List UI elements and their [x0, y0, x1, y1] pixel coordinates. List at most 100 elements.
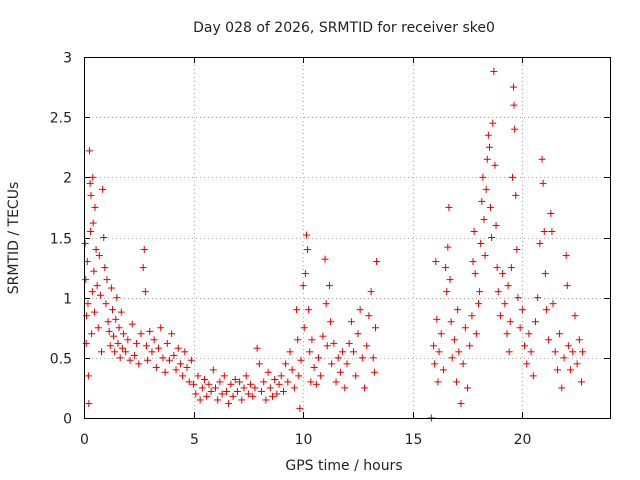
data-point [172, 366, 180, 374]
data-point [137, 330, 145, 338]
data-point [260, 378, 268, 386]
data-point [209, 366, 217, 374]
data-point [551, 348, 559, 356]
data-point [233, 388, 241, 396]
data-point [539, 179, 547, 187]
data-point [266, 384, 274, 392]
data-point [196, 396, 204, 404]
data-point [244, 390, 252, 398]
data-point [352, 372, 360, 380]
data-point [146, 327, 154, 335]
data-point [107, 284, 115, 292]
data-point [361, 384, 369, 392]
data-point [488, 234, 496, 241]
data-point [573, 360, 581, 368]
data-point [478, 197, 486, 205]
data-point [350, 348, 358, 356]
data-point [325, 282, 333, 290]
data-point [541, 270, 549, 278]
data-point [363, 342, 371, 350]
data-point [553, 366, 561, 374]
data-point [492, 221, 500, 229]
data-point [516, 324, 524, 332]
data-point [508, 173, 516, 181]
data-point [135, 360, 143, 368]
data-point [510, 83, 518, 91]
data-point [300, 324, 308, 332]
y-tick-label: 1 [63, 292, 72, 308]
data-point [469, 258, 477, 266]
data-point [545, 336, 553, 344]
data-point [567, 366, 575, 374]
data-point [139, 264, 147, 272]
data-point [181, 348, 189, 356]
data-point [106, 342, 114, 350]
data-point [104, 318, 112, 326]
data-point [86, 179, 94, 187]
data-point [476, 288, 484, 296]
data-point [264, 368, 272, 376]
axis-ticks: 0 0.5 1 1.5 2 2.5 3 0 5 10 15 20 [50, 51, 610, 448]
data-point [306, 348, 314, 356]
data-point [562, 252, 570, 260]
data-point [505, 348, 513, 356]
data-point [176, 360, 184, 368]
data-point [218, 390, 226, 398]
data-point [82, 339, 90, 347]
data-point [523, 360, 531, 368]
data-point [305, 306, 313, 314]
data-point [203, 392, 211, 400]
data-point [493, 264, 501, 272]
data-point [116, 354, 124, 362]
data-point [108, 306, 116, 314]
y-tick-label: 2.5 [50, 111, 72, 127]
data-point [290, 384, 298, 392]
data-point [84, 300, 92, 308]
x-axis-label: GPS time / hours [285, 458, 402, 474]
data-point [461, 324, 469, 332]
chart-title: Day 028 of 2026, SRMTID for receiver ske… [193, 20, 495, 36]
data-point [457, 400, 465, 408]
data-point [527, 348, 535, 356]
data-point [157, 324, 165, 332]
data-point [85, 400, 93, 408]
data-point [442, 264, 450, 272]
data-point [308, 336, 316, 344]
data-point [102, 300, 110, 308]
data-point [511, 125, 519, 133]
data-point [294, 336, 302, 344]
data-point [101, 264, 109, 272]
data-point [477, 240, 485, 248]
y-tick-label: 0 [63, 412, 72, 428]
data-point [297, 356, 305, 364]
data-point [212, 384, 219, 392]
data-point [87, 191, 95, 199]
data-point [443, 288, 451, 296]
data-point [369, 354, 377, 362]
data-point [161, 368, 169, 376]
data-point [247, 380, 255, 388]
data-point [475, 300, 482, 308]
data-point [84, 372, 92, 380]
data-point [354, 330, 362, 338]
data-point [227, 380, 235, 388]
data-point [339, 348, 347, 356]
data-point [114, 339, 122, 347]
data-point [168, 330, 176, 338]
data-point [468, 312, 476, 320]
data-point [126, 356, 134, 364]
data-point [229, 392, 237, 400]
data-point [536, 240, 544, 248]
data-point [240, 384, 248, 392]
data-point [345, 339, 353, 347]
data-point [483, 155, 491, 163]
data-point [142, 342, 150, 350]
data-point [82, 276, 90, 284]
data-point [466, 342, 474, 350]
data-point [282, 360, 290, 368]
x-tick-label: 0 [80, 432, 89, 448]
data-point [435, 348, 443, 356]
data-point [558, 384, 566, 392]
data-point [119, 330, 127, 338]
data-point [198, 384, 206, 392]
